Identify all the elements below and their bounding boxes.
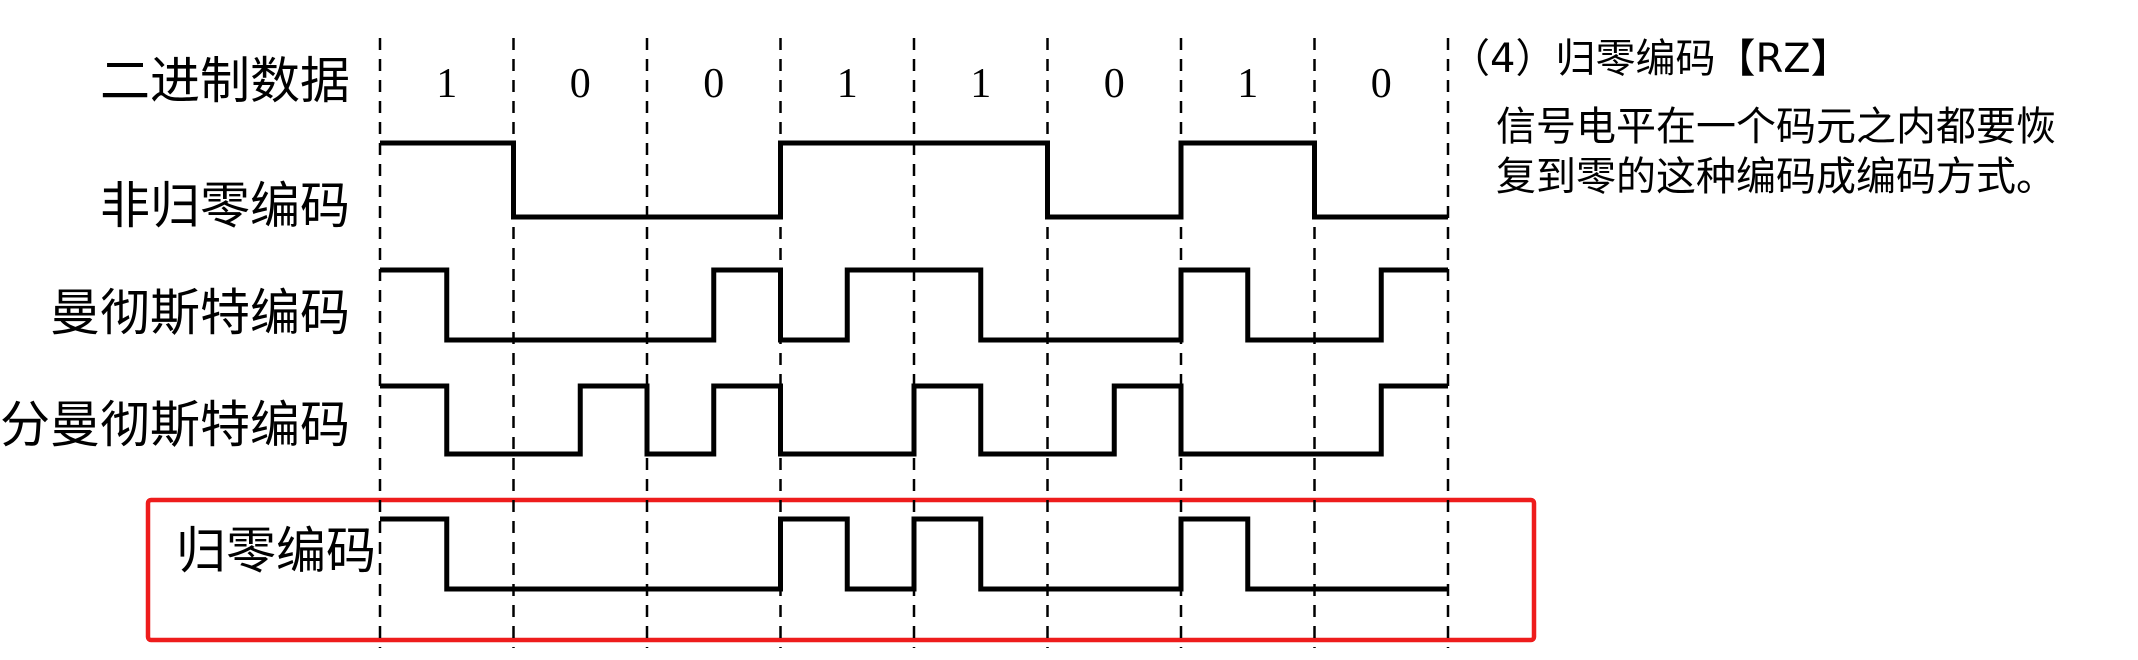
waveforms xyxy=(380,140,1448,592)
note-line-2: 复到零的这种编码成编码方式。 xyxy=(1496,154,2056,200)
rz-highlight-box xyxy=(145,497,1537,643)
nrz-waveform xyxy=(380,140,1448,220)
nrz-label: 非归零编码 xyxy=(100,177,350,235)
binary-data-label: 二进制数据 xyxy=(100,52,350,110)
bit-values: 1 0 0 1 1 0 1 0 xyxy=(436,61,1392,107)
note-line-1: 信号电平在一个码元之内都要恢 xyxy=(1496,104,2056,150)
rz-label: 归零编码 xyxy=(176,522,376,580)
manchester-waveform xyxy=(380,267,1448,343)
diff-manchester-waveform xyxy=(380,383,1448,457)
bit-value: 0 xyxy=(703,61,724,107)
rz-waveform xyxy=(380,516,1448,592)
bit-value: 0 xyxy=(1104,61,1125,107)
bit-value: 1 xyxy=(970,61,991,107)
manchester-label: 曼彻斯特编码 xyxy=(50,284,350,342)
diff-manchester-label: 差分曼彻斯特编码 xyxy=(0,396,350,454)
bit-value: 1 xyxy=(436,61,457,107)
bit-value: 0 xyxy=(570,61,591,107)
note-title: （4）归零编码【RZ】 xyxy=(1450,36,1851,82)
bit-value: 1 xyxy=(837,61,858,107)
bit-value: 0 xyxy=(1371,61,1392,107)
bit-value: 1 xyxy=(1237,61,1258,107)
